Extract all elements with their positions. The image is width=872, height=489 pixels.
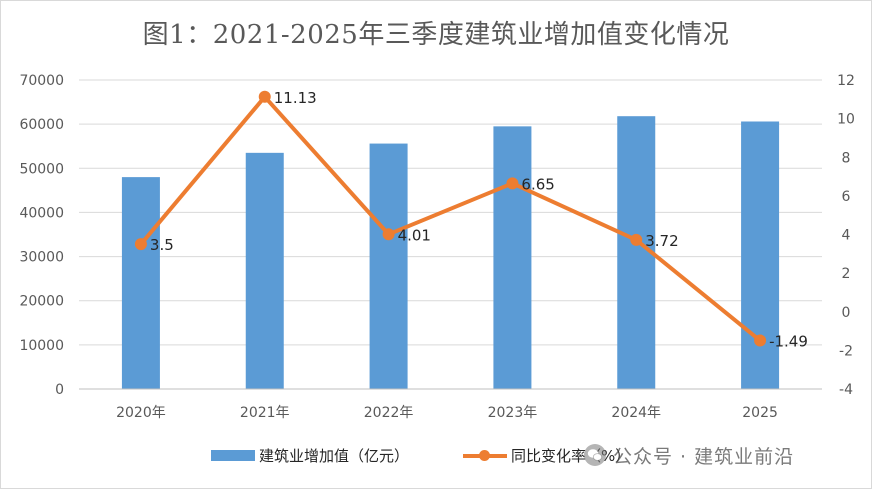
x-tick-label: 2025 [742, 405, 778, 421]
left-tick-label: 50000 [19, 161, 64, 177]
right-tick-label: 2 [842, 266, 851, 282]
data-labels: 3.5 11.13 4.01 6.65 3.72 -1.49 [150, 89, 808, 351]
legend-bar-label: 建筑业增加值（亿元） [259, 446, 410, 465]
x-tick-label: 2024年 [611, 405, 661, 421]
legend-line-swatch [463, 449, 507, 461]
series-line [138, 94, 763, 343]
data-label: 6.65 [521, 175, 554, 193]
data-label: 11.13 [274, 89, 317, 107]
line-series [134, 90, 767, 347]
line-point [754, 334, 767, 347]
watermark-text: 公众号 · 建筑业前沿 [613, 445, 795, 468]
left-tick-label: 40000 [19, 205, 64, 221]
bar [245, 152, 284, 389]
bar-series [121, 116, 780, 389]
left-tick-label: 30000 [19, 250, 64, 266]
chart-title: 图1：2021-2025年三季度建筑业增加值变化情况 [142, 20, 730, 50]
right-tick-label: 10 [837, 112, 855, 128]
right-tick-label: -4 [839, 382, 853, 398]
line-point [630, 233, 643, 246]
gridlines [79, 79, 822, 346]
watermark: 公众号 · 建筑业前沿 [583, 441, 794, 469]
right-tick-label: 0 [842, 305, 851, 321]
right-tick-label: 8 [842, 150, 851, 166]
line-point [382, 228, 395, 241]
right-tick-label: 4 [842, 228, 851, 244]
bar [493, 126, 532, 389]
x-tick-label: 2020年 [116, 405, 166, 421]
left-tick-label: 70000 [19, 73, 64, 89]
x-tick-label: 2022年 [364, 405, 414, 421]
left-tick-label: 10000 [19, 338, 64, 354]
left-tick-label: 0 [55, 382, 64, 398]
legend-bar-swatch [211, 449, 255, 461]
data-label: 4.01 [398, 226, 431, 244]
data-label: 3.5 [150, 236, 174, 254]
left-tick-label: 60000 [19, 117, 64, 133]
line-point [506, 177, 519, 190]
right-tick-label: -2 [839, 343, 853, 359]
bar [121, 177, 160, 389]
bar [369, 143, 408, 389]
x-tick-label: 2023年 [488, 405, 538, 421]
data-label: -1.49 [769, 333, 808, 351]
legend-item-bar: 建筑业增加值（亿元） [211, 441, 409, 469]
right-tick-label: 6 [842, 189, 851, 205]
data-label: 3.72 [645, 232, 678, 250]
axes: 0 10000 20000 30000 40000 50000 60000 70000 -4 -2… [19, 73, 854, 421]
line-point [134, 238, 147, 251]
line-point [258, 90, 271, 103]
right-tick-label: 12 [837, 73, 855, 89]
left-tick-label: 20000 [19, 294, 64, 310]
x-tick-label: 2021年 [240, 405, 290, 421]
wechat-icon [584, 444, 606, 466]
